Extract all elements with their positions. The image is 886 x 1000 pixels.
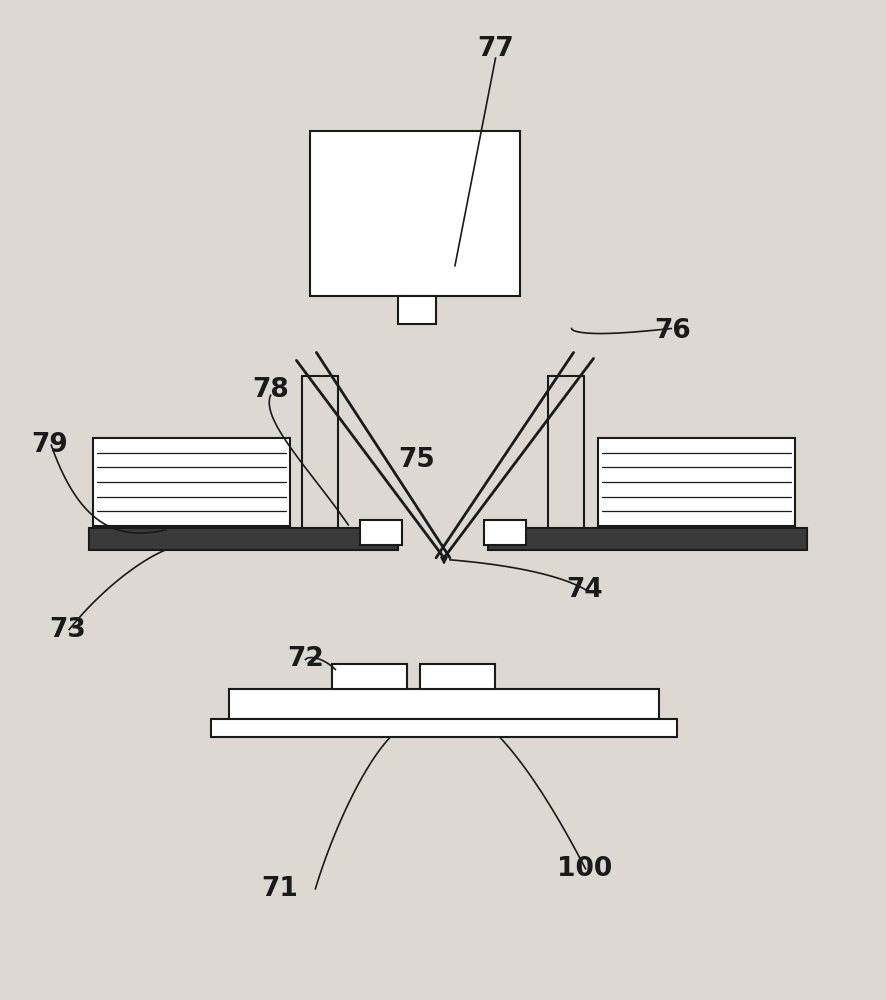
Text: 72: 72 [288, 646, 324, 672]
Bar [597, 438, 795, 526]
Bar [361, 520, 402, 545]
Text: 74: 74 [566, 577, 602, 603]
Bar [484, 520, 525, 545]
Bar [211, 719, 677, 737]
Bar [398, 296, 436, 324]
Text: 71: 71 [261, 876, 298, 902]
Text: 77: 77 [478, 36, 515, 62]
Bar [332, 664, 407, 689]
Bar [420, 664, 495, 689]
Text: 76: 76 [654, 318, 691, 344]
Bar [89, 528, 398, 550]
Text: 73: 73 [50, 617, 86, 643]
Text: 79: 79 [32, 432, 68, 458]
Bar [229, 689, 659, 719]
Text: 75: 75 [398, 447, 435, 473]
Text: 100: 100 [556, 856, 612, 882]
Text: 78: 78 [253, 377, 289, 403]
Bar [310, 131, 520, 296]
Bar [488, 528, 807, 550]
Bar [93, 438, 291, 526]
